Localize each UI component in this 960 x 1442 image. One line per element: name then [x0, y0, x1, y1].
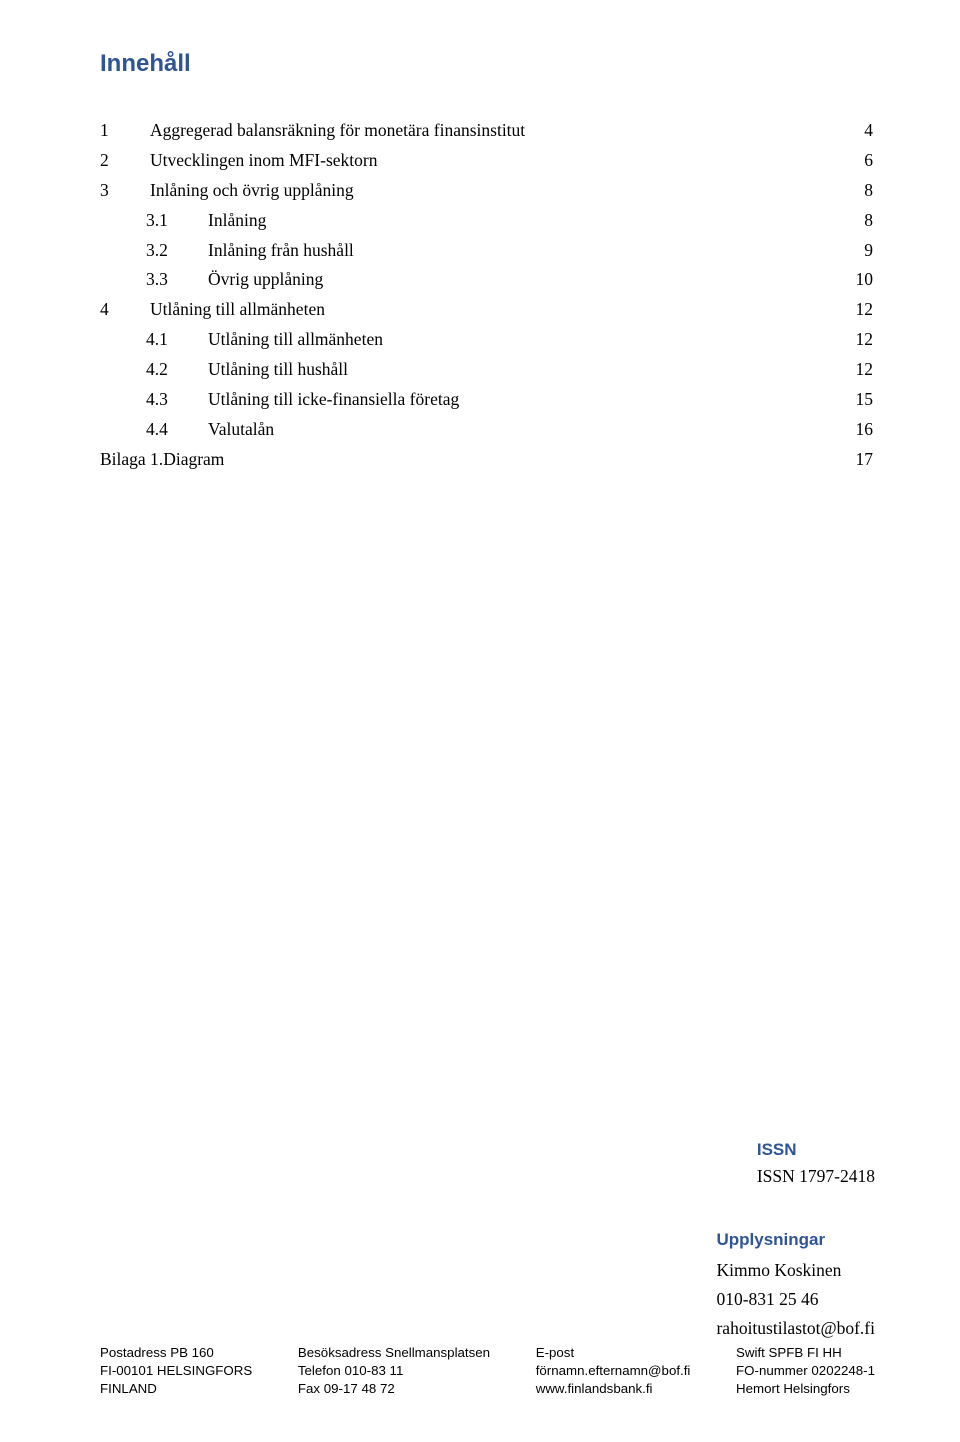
toc-label: Inlåning från hushåll — [208, 236, 839, 265]
toc-page: 12 — [839, 325, 875, 354]
issn-heading: ISSN — [757, 1140, 875, 1160]
toc-label: Valutalån — [208, 415, 839, 444]
toc-label: Utvecklingen inom MFI-sektorn — [150, 146, 839, 175]
upplysningar-heading: Upplysningar — [716, 1230, 875, 1250]
toc-page: 16 — [839, 415, 875, 444]
page-footer: Postadress PB 160 FI-00101 HELSINGFORS F… — [100, 1344, 875, 1398]
toc-row: 3.1Inlåning8 — [100, 206, 875, 235]
footer-line: www.finlandsbank.fi — [536, 1380, 691, 1398]
toc-row: 4.1Utlåning till allmänheten12 — [100, 325, 875, 354]
toc-label: Övrig upplåning — [208, 265, 839, 294]
toc-page: 8 — [839, 176, 875, 205]
footer-col-ids: Swift SPFB FI HH FO-nummer 0202248-1 Hem… — [736, 1344, 875, 1398]
toc-number: 3.3 — [146, 265, 208, 294]
toc-number: 3.1 — [146, 206, 208, 235]
toc-label: Diagram — [163, 445, 839, 474]
toc-row: Bilaga 1. Diagram17 — [100, 445, 875, 474]
toc-page: 8 — [839, 206, 875, 235]
page-title: Innehåll — [100, 50, 875, 78]
toc-label: Inlåning — [208, 206, 839, 235]
table-of-contents: 1Aggregerad balansräkning för monetära f… — [100, 116, 875, 474]
toc-page: 12 — [839, 295, 875, 324]
footer-line: Hemort Helsingfors — [736, 1380, 875, 1398]
footer-line: FINLAND — [100, 1380, 252, 1398]
toc-number: 3 — [100, 176, 150, 205]
toc-row: 3Inlåning och övrig upplåning8 — [100, 176, 875, 205]
toc-page: 4 — [839, 116, 875, 145]
footer-line: FO-nummer 0202248-1 — [736, 1362, 875, 1380]
footer-col-email: E-post förnamn.efternamn@bof.fi www.finl… — [536, 1344, 691, 1398]
toc-label: Utlåning till hushåll — [208, 355, 839, 384]
toc-page: 12 — [839, 355, 875, 384]
toc-page: 6 — [839, 146, 875, 175]
toc-label: Utlåning till allmänheten — [208, 325, 839, 354]
toc-page: 17 — [839, 445, 875, 474]
footer-line: förnamn.efternamn@bof.fi — [536, 1362, 691, 1380]
toc-page: 10 — [839, 265, 875, 294]
contact-name: Kimmo Koskinen — [716, 1256, 875, 1285]
toc-row: 1Aggregerad balansräkning för monetära f… — [100, 116, 875, 145]
footer-col-visit: Besöksadress Snellmansplatsen Telefon 01… — [298, 1344, 490, 1398]
toc-number: 2 — [100, 146, 150, 175]
footer-line: Swift SPFB FI HH — [736, 1344, 875, 1362]
footer-line: Fax 09-17 48 72 — [298, 1380, 490, 1398]
toc-number: 4.4 — [146, 415, 208, 444]
contact-email: rahoitustilastot@bof.fi — [716, 1314, 875, 1343]
toc-row: 3.3Övrig upplåning10 — [100, 265, 875, 294]
toc-page: 15 — [839, 385, 875, 414]
toc-page: 9 — [839, 236, 875, 265]
toc-number: 1 — [100, 116, 150, 145]
toc-row: 4.2Utlåning till hushåll12 — [100, 355, 875, 384]
contact-phone: 010-831 25 46 — [716, 1285, 875, 1314]
toc-number: 3.2 — [146, 236, 208, 265]
issn-block: ISSN ISSN 1797-2418 — [757, 1140, 875, 1187]
issn-value: ISSN 1797-2418 — [757, 1166, 875, 1187]
toc-number: 4.2 — [146, 355, 208, 384]
toc-number: 4 — [100, 295, 150, 324]
footer-line: Postadress PB 160 — [100, 1344, 252, 1362]
toc-row: 4.4Valutalån16 — [100, 415, 875, 444]
toc-label: Utlåning till allmänheten — [150, 295, 839, 324]
toc-row: 4Utlåning till allmänheten12 — [100, 295, 875, 324]
toc-label: Aggregerad balansräkning för monetära fi… — [150, 116, 839, 145]
toc-number: 4.1 — [146, 325, 208, 354]
footer-line: FI-00101 HELSINGFORS — [100, 1362, 252, 1380]
toc-row: 2Utvecklingen inom MFI-sektorn6 — [100, 146, 875, 175]
footer-line: Besöksadress Snellmansplatsen — [298, 1344, 490, 1362]
upplysningar-block: Upplysningar Kimmo Koskinen 010-831 25 4… — [716, 1230, 875, 1343]
toc-number: Bilaga 1. — [100, 445, 163, 474]
toc-row: 4.3Utlåning till icke-finansiella företa… — [100, 385, 875, 414]
toc-label: Utlåning till icke-finansiella företag — [208, 385, 839, 414]
toc-label: Inlåning och övrig upplåning — [150, 176, 839, 205]
toc-row: 3.2Inlåning från hushåll9 — [100, 236, 875, 265]
footer-line: E-post — [536, 1344, 691, 1362]
toc-number: 4.3 — [146, 385, 208, 414]
footer-line: Telefon 010-83 11 — [298, 1362, 490, 1380]
footer-col-address: Postadress PB 160 FI-00101 HELSINGFORS F… — [100, 1344, 252, 1398]
